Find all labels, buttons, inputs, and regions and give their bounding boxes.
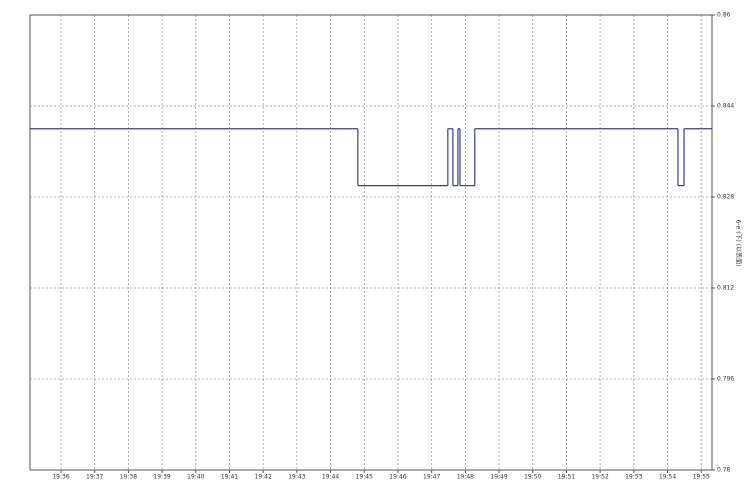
x-tick-label: 19:43	[288, 474, 305, 481]
plot-frame	[29, 14, 713, 471]
x-tick-label: 19:47	[423, 474, 440, 481]
x-tick-label: 19:46	[389, 474, 406, 481]
y-tick-label: 0.844	[717, 103, 734, 110]
x-tick-label: 19:55	[693, 474, 710, 481]
x-tick-label: 19:42	[255, 474, 272, 481]
x-tick-label: 19:53	[625, 474, 642, 481]
x-tick-label: 19:36	[52, 474, 69, 481]
x-tick-label: 19:41	[221, 474, 238, 481]
y-tick-label: 0.828	[717, 194, 734, 201]
y-tick-label: 0.78	[717, 467, 731, 474]
y-axis-label: 6-e (下) (以表面)	[735, 220, 743, 267]
x-tick-label: 19:40	[187, 474, 204, 481]
end-point	[711, 128, 713, 130]
x-tick-label: 19:52	[591, 474, 608, 481]
x-tick-label: 19:54	[659, 474, 676, 481]
x-tick-label: 19:38	[120, 474, 137, 481]
x-tick-label: 19:48	[457, 474, 474, 481]
y-tick-label: 0.812	[717, 285, 734, 292]
y-tick-label: 0.86	[717, 12, 731, 19]
x-tick-label: 19:44	[322, 474, 339, 481]
x-tick-label: 19:51	[558, 474, 575, 481]
x-tick-label: 19:50	[524, 474, 541, 481]
x-tick-label: 19:49	[490, 474, 507, 481]
y-tick-label: 0.796	[717, 376, 734, 383]
x-tick-label: 19:39	[153, 474, 170, 481]
x-tick-label: 19:37	[86, 474, 103, 481]
x-tick-label: 19:45	[356, 474, 373, 481]
